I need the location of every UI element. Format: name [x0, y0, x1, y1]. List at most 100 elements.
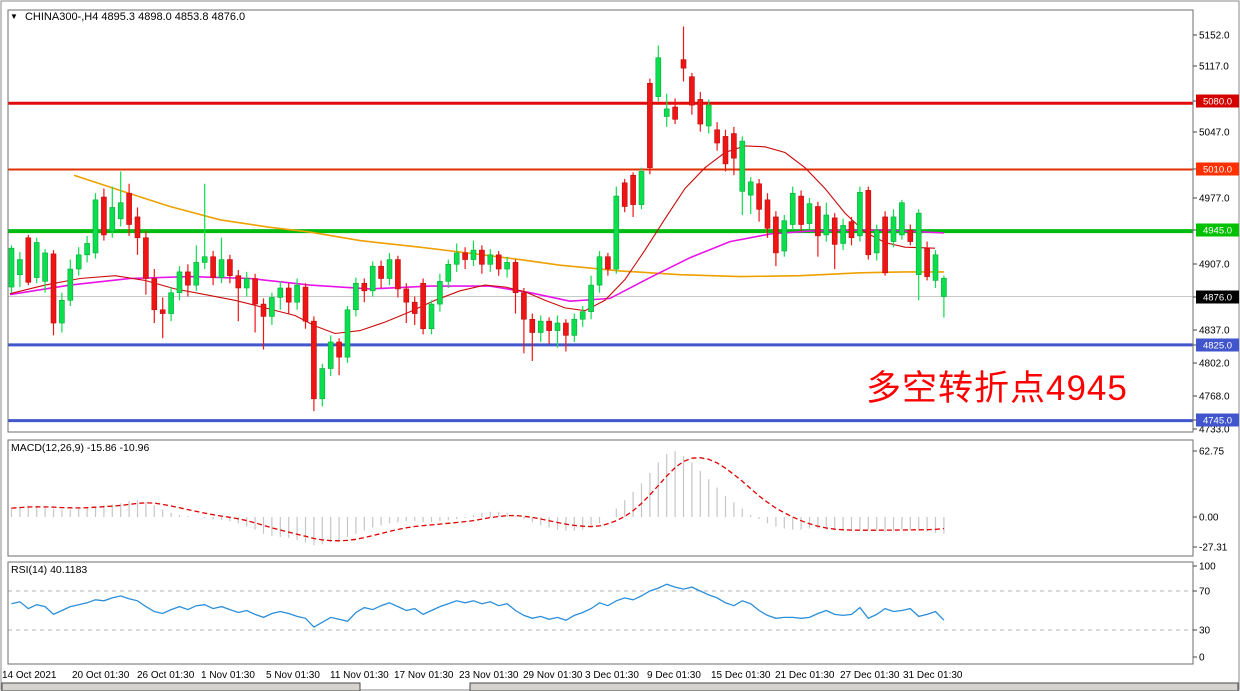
candle-body-down — [529, 318, 536, 333]
candle-body-down — [697, 99, 704, 125]
time-axis-label: 1 Nov 01:30 — [201, 670, 255, 681]
candle-body-up — [67, 268, 74, 301]
price-axis-label: 4733.0 — [1199, 425, 1230, 436]
candle-body-up — [823, 214, 830, 236]
macd-axis-label: 62.75 — [1199, 447, 1224, 458]
rsi-indicator-label: RSI(14) 40.1183 — [11, 564, 88, 576]
price-badge-label: 4825.0 — [1203, 341, 1232, 352]
macd-indicator-label: MACD(12,26,9) -15.86 -10.96 — [11, 442, 150, 454]
rsi-axis-label: 70 — [1199, 587, 1211, 598]
turning-point-annotation: 多空转折点4945 — [866, 369, 1128, 408]
candle-body-down — [512, 262, 519, 294]
candle-body-down — [563, 322, 569, 336]
chart-title: ▼ CHINA300-,H4 4895.3 4898.0 4853.8 4876… — [10, 11, 245, 23]
candle-body-down — [143, 237, 149, 279]
candle-body-up — [941, 277, 947, 297]
candle-body-down — [361, 282, 368, 292]
candle-body-up — [168, 292, 174, 314]
time-axis-label: 15 Dec 01:30 — [711, 670, 771, 681]
candle-body-up — [739, 140, 746, 192]
candle-body-down — [865, 190, 872, 256]
candle-body-up — [705, 104, 712, 127]
candle-body-up — [806, 203, 813, 224]
candle-body-down — [680, 59, 687, 69]
candle-body-down — [462, 252, 468, 260]
candle-body-up — [109, 207, 116, 232]
candle-body-up — [747, 181, 754, 196]
candle-body-up — [899, 202, 905, 236]
candle-body-down — [420, 282, 426, 330]
candle-body-down — [882, 216, 888, 274]
candle-body-down — [210, 256, 216, 278]
time-axis-label: 31 Dec 01:30 — [903, 670, 963, 681]
candle-body-down — [50, 253, 57, 324]
candle-body-up — [92, 199, 99, 254]
macd-panel[interactable] — [7, 439, 1194, 557]
candle-body-up — [487, 254, 494, 265]
price-axis-label: 5152.0 — [1199, 31, 1230, 42]
ma-red-line — [9, 145, 936, 335]
candle-body-up — [327, 341, 334, 369]
ma-magenta-line — [9, 229, 945, 303]
rsi-axis-label: 100 — [1199, 562, 1216, 573]
time-axis-label: 23 Nov 01:30 — [459, 670, 519, 681]
candle-body-up — [344, 309, 351, 358]
candle-body-down — [235, 275, 242, 289]
candle-body-up — [369, 265, 376, 292]
candle-body-down — [101, 196, 107, 236]
candle-body-up — [117, 202, 124, 220]
bottom-panel-right[interactable] — [469, 682, 1239, 691]
price-axis-label: 4768.0 — [1199, 392, 1230, 403]
candle-body-up — [269, 297, 275, 317]
candle-body-up — [789, 192, 796, 225]
candle-body-down — [495, 254, 502, 270]
candle-body-down — [630, 174, 636, 205]
candle-body-up — [915, 212, 922, 276]
candle-body-down — [848, 221, 855, 239]
rsi-panel[interactable] — [7, 561, 1194, 665]
bottom-panel-left[interactable] — [1, 682, 361, 691]
candle-body-up — [428, 303, 435, 330]
candle-body-down — [798, 195, 804, 225]
candle-body-up — [33, 242, 40, 278]
candle-body-down — [773, 216, 779, 254]
price-badge-5080.0 — [1196, 94, 1239, 108]
candle-body-up — [193, 262, 200, 286]
macd-axis-label: -27.31 — [1199, 543, 1228, 554]
candle-body-up — [470, 249, 477, 260]
candle-body-down — [25, 237, 32, 283]
candle-body-down — [252, 278, 258, 305]
candle-body-down — [756, 183, 762, 210]
candle-body-up — [437, 281, 443, 305]
time-axis-label: 11 Nov 01:30 — [330, 670, 389, 681]
candle-body-up — [537, 320, 544, 333]
price-badge-label: 5010.0 — [1203, 165, 1232, 176]
candle-body-down — [285, 287, 292, 303]
candle-body-down — [403, 288, 410, 303]
candle-body-up — [453, 252, 460, 265]
candle-body-down — [302, 286, 309, 322]
time-axis-label: 14 Oct 2021 — [2, 670, 57, 681]
candle-body-up — [873, 229, 880, 254]
price-axis-label: 4977.0 — [1199, 194, 1230, 205]
candle-body-up — [596, 256, 603, 286]
candle-body-down — [714, 129, 720, 144]
price-badge-label: 5080.0 — [1203, 97, 1232, 108]
candle-body-up — [663, 108, 670, 117]
candle-body-down — [647, 83, 653, 168]
symbol-timeframe-label: CHINA300-,H4 — [24, 11, 99, 23]
candle-body-down — [151, 278, 158, 311]
candle-body-up — [932, 254, 939, 281]
candle-body-up — [176, 271, 183, 294]
price-badge-label: 4876.0 — [1203, 293, 1232, 304]
candle-body-up — [781, 220, 788, 252]
time-axis-label: 21 Dec 01:30 — [775, 670, 835, 681]
candle-body-down — [126, 192, 132, 225]
candle-body-up — [75, 254, 82, 270]
candle-body-down — [764, 199, 771, 229]
price-chart-panel[interactable] — [7, 9, 1194, 433]
rsi-line — [11, 583, 945, 628]
candle-body-down — [815, 206, 821, 237]
symbol-dropdown-icon[interactable]: ▼ — [10, 12, 18, 21]
